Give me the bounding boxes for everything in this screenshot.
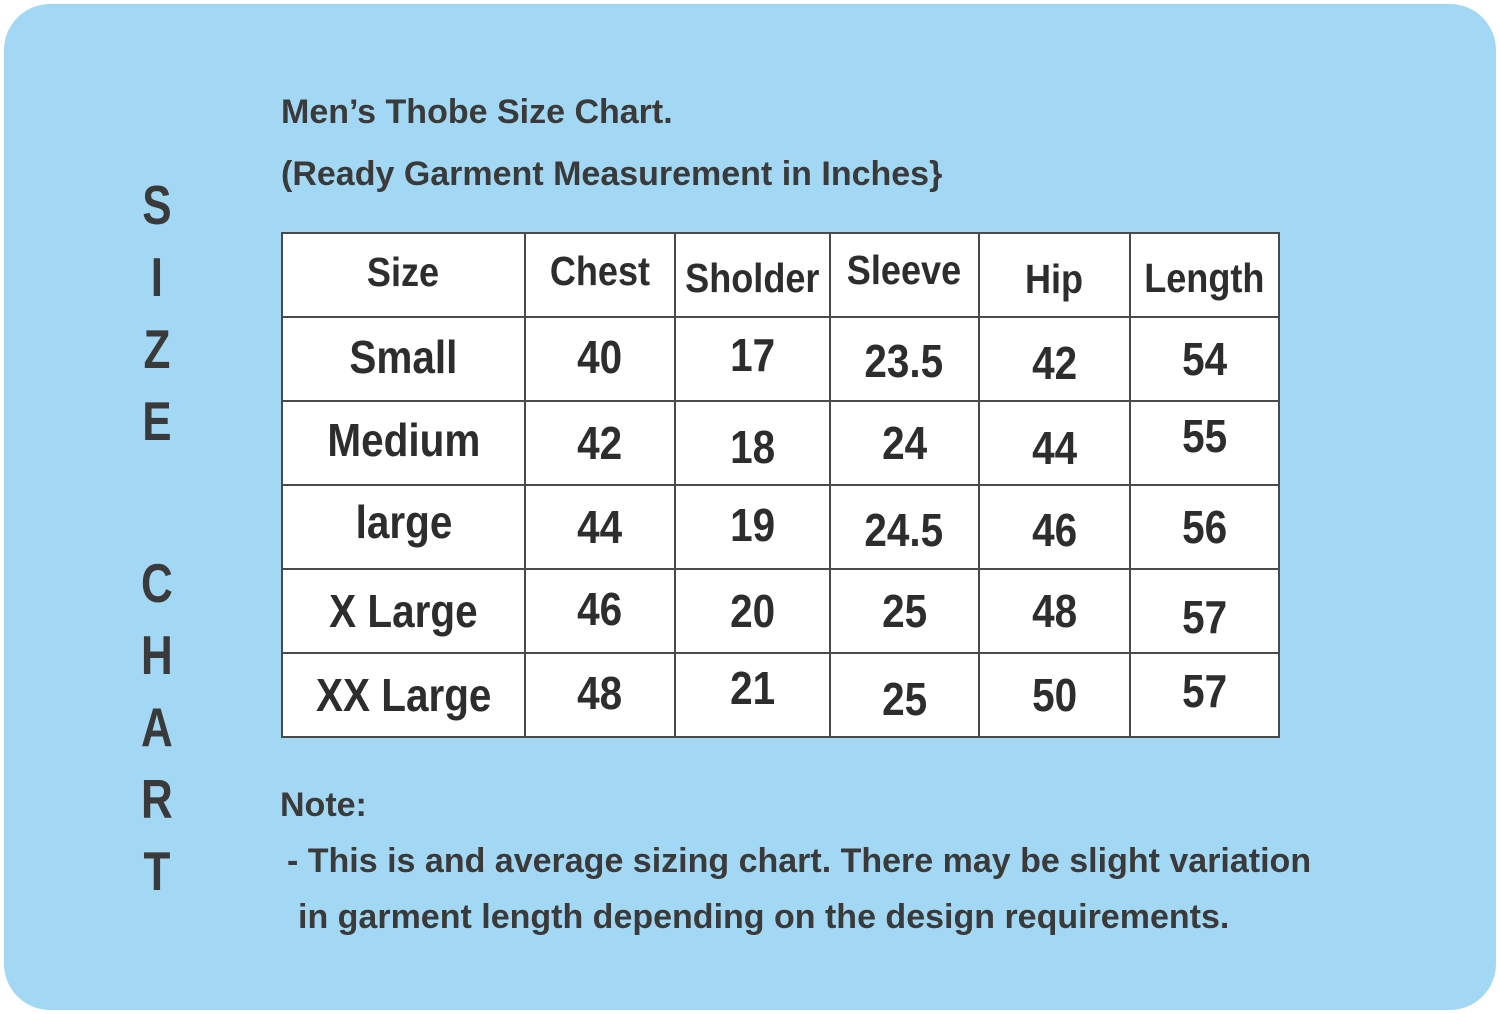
size-label-cell: Small bbox=[281, 316, 526, 402]
measurement-cell: 46 bbox=[524, 568, 676, 654]
measurement-cell: 44 bbox=[977, 400, 1131, 486]
vertical-word-chart: CHART bbox=[131, 552, 182, 912]
measurement-cell: 55 bbox=[1128, 400, 1280, 486]
measurement-cell: 56 bbox=[1128, 484, 1280, 570]
measurement-cell: 46 bbox=[977, 484, 1131, 570]
measurement-cell: 40 bbox=[524, 316, 676, 402]
measurement-cell: 23.5 bbox=[828, 316, 980, 402]
chart-subtitle: (Ready Garment Measurement in Inches} bbox=[281, 155, 943, 193]
measurement-cell: 25 bbox=[828, 652, 980, 738]
size-chart-card: SIZE CHART Men’s Thobe Size Chart. (Read… bbox=[4, 4, 1496, 1010]
measurement-cell: 24 bbox=[828, 400, 980, 486]
measurement-cell: 18 bbox=[674, 400, 831, 486]
size-label-cell: Medium bbox=[281, 400, 526, 486]
column-header-sholder: Sholder bbox=[674, 232, 831, 318]
column-header-sleeve: Sleeve bbox=[828, 232, 980, 318]
measurement-cell: 42 bbox=[977, 316, 1131, 402]
chart-title: Men’s Thobe Size Chart. bbox=[281, 93, 673, 131]
size-label-cell: XX Large bbox=[281, 652, 526, 738]
measurement-cell: 25 bbox=[828, 568, 980, 654]
table-header-row: Size Chest Sholder Sleeve Hip Length bbox=[281, 232, 1280, 318]
measurement-cell: 42 bbox=[524, 400, 676, 486]
vertical-size-chart-label: SIZE CHART bbox=[122, 174, 190, 912]
measurement-cell: 20 bbox=[674, 568, 831, 654]
column-header-chest: Chest bbox=[524, 232, 676, 318]
measurement-cell: 48 bbox=[977, 568, 1131, 654]
column-header-hip: Hip bbox=[977, 232, 1131, 318]
column-header-length: Length bbox=[1128, 232, 1280, 318]
table-row: Medium 42 18 24 44 55 bbox=[281, 400, 1280, 486]
table-row: XX Large 48 21 25 50 57 bbox=[281, 652, 1280, 738]
note-line-1: - This is and average sizing chart. Ther… bbox=[287, 842, 1312, 880]
table-row: large 44 19 24.5 46 56 bbox=[281, 484, 1280, 570]
table-body: Small 40 17 23.5 42 54 Medium 42 18 24 44 55 large 44… bbox=[281, 316, 1280, 738]
measurement-cell: 48 bbox=[524, 652, 676, 738]
vertical-word-size: SIZE bbox=[131, 174, 182, 462]
table-row: X Large 46 20 25 48 57 bbox=[281, 568, 1280, 654]
measurement-cell: 50 bbox=[977, 652, 1131, 738]
measurement-cell: 44 bbox=[524, 484, 676, 570]
column-header-size: Size bbox=[281, 232, 526, 318]
size-table: Size Chest Sholder Sleeve Hip Length Small 40 1… bbox=[281, 232, 1280, 738]
measurement-cell: 57 bbox=[1128, 568, 1280, 654]
measurement-cell: 21 bbox=[674, 652, 831, 738]
measurement-cell: 57 bbox=[1128, 652, 1280, 738]
note-heading: Note: bbox=[280, 786, 367, 824]
measurement-cell: 54 bbox=[1128, 316, 1280, 402]
note-line-2: in garment length depending on the desig… bbox=[298, 898, 1230, 936]
measurement-cell: 19 bbox=[674, 484, 831, 570]
measurement-cell: 24.5 bbox=[828, 484, 980, 570]
size-label-cell: X Large bbox=[281, 568, 526, 654]
measurement-cell: 17 bbox=[674, 316, 831, 402]
table-row: Small 40 17 23.5 42 54 bbox=[281, 316, 1280, 402]
size-label-cell: large bbox=[281, 484, 526, 570]
